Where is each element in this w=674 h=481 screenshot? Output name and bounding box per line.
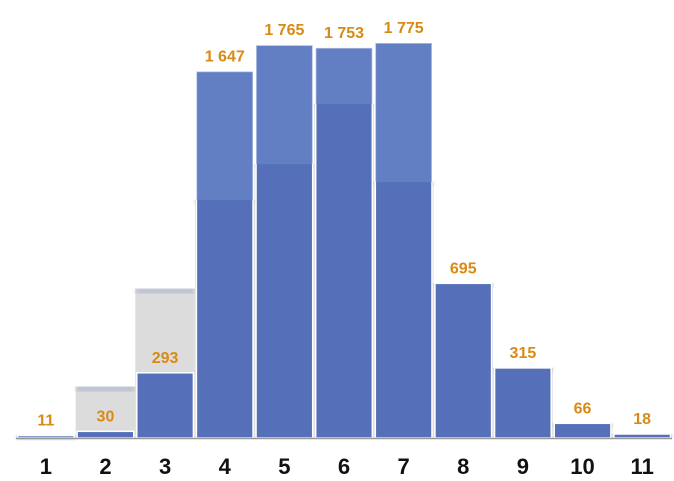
data-label-2: 30 (97, 408, 115, 425)
x-tick-label-2: 2 (99, 454, 111, 479)
x-tick-label-5: 5 (278, 454, 290, 479)
bar-highlight-4 (196, 71, 254, 200)
bar-3 (136, 372, 195, 439)
data-label-9: 315 (510, 345, 537, 362)
data-label-6: 1 753 (324, 25, 364, 42)
bar-highlight-6 (315, 47, 373, 105)
x-tick-label-6: 6 (338, 454, 350, 479)
data-labels: 11 30 293 1 647 1 765 1 753 1 775 695 315 66 18 (37, 20, 651, 430)
data-label-4: 1 647 (205, 48, 245, 65)
data-label-3: 293 (152, 350, 179, 367)
data-label-5: 1 765 (264, 22, 304, 39)
data-label-11: 18 (633, 411, 651, 428)
x-tick-label-4: 4 (219, 454, 232, 479)
x-tick-label-7: 7 (398, 454, 410, 479)
data-label-10: 66 (574, 400, 592, 417)
data-label-7: 1 775 (384, 20, 424, 37)
bar-9 (493, 367, 552, 439)
x-tick-labels: 1 2 3 4 5 6 7 8 9 10 11 (40, 454, 654, 479)
x-tick-label-10: 10 (570, 454, 594, 479)
background-step-glow-3 (135, 288, 195, 293)
bar-11 (613, 433, 672, 439)
background-step-2 (75, 386, 136, 438)
bar-highlight-7 (375, 43, 432, 183)
bars (16, 42, 672, 439)
bar-8 (434, 282, 493, 439)
bar-10 (553, 422, 612, 439)
bar-6 (314, 47, 374, 439)
bar-2 (76, 430, 135, 439)
bar-highlight-5 (256, 45, 313, 165)
x-tick-label-8: 8 (457, 454, 469, 479)
data-label-8: 695 (450, 260, 477, 277)
x-tick-label-3: 3 (159, 454, 171, 479)
bar-1 (16, 434, 75, 439)
x-tick-label-9: 9 (517, 454, 529, 479)
background-step-glow-2 (76, 386, 135, 391)
data-label-1: 11 (37, 413, 54, 430)
x-tick-label-11: 11 (631, 454, 654, 479)
x-tick-label-1: 1 (40, 454, 52, 479)
